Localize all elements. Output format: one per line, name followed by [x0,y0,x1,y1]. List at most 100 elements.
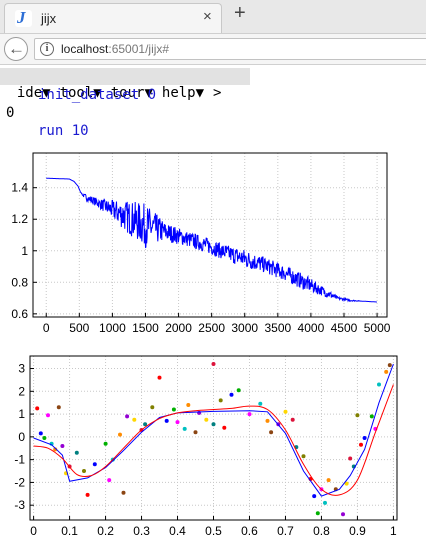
data-point [93,462,97,466]
fit-chart: 0 0.1 0.2 0.3 0.4 0.5 0.6 0.7 0.8 0.9 1 -3 -2 -1 0 1 2 3 [0,346,426,551]
x-tick-label: 0.6 [241,524,258,538]
y-tick-label: 0 [18,430,25,444]
data-point [86,493,90,497]
x-tick-label: 2000 [165,321,192,335]
j-logo-icon: J [15,10,32,27]
menu-more[interactable]: > [213,85,221,102]
x-tick-label: 0.3 [133,524,150,538]
data-point [363,436,367,440]
data-point [132,418,136,422]
command-line-2[interactable]: run 10 [38,123,89,139]
x-tick-label: 0.9 [349,524,366,538]
x-tick-label: 0.4 [169,524,186,538]
x-tick-label: 0.5 [205,524,222,538]
browser-tab-bar: J jijx × + [0,0,426,34]
browser-tab[interactable]: J jijx × [4,3,222,33]
x-tick-label: 0.8 [313,524,330,538]
data-point [46,413,50,417]
data-point [42,436,46,440]
back-arrow-icon: ← [8,38,25,60]
x-tick-label: 1 [390,524,397,538]
data-point [183,427,187,431]
new-tab-icon[interactable]: + [234,2,246,25]
y-tick-label: 1 [21,244,28,258]
data-point [212,362,216,366]
data-point [176,420,180,424]
url-input[interactable]: i localhost:65001/jijx# [34,38,426,60]
info-icon[interactable]: i [40,42,54,56]
data-point [219,398,223,402]
data-point [104,442,108,446]
url-host: localhost [61,42,108,56]
y-tick-label: 1.2 [11,212,28,226]
data-point [355,413,359,417]
y-tick-label: 0.6 [11,307,28,321]
x-tick-label: 2500 [198,321,225,335]
data-point [388,363,392,367]
x-tick-label: 0.1 [61,524,78,538]
data-point [107,478,111,482]
data-point [258,402,262,406]
y-tick-label: 1 [18,407,25,421]
data-point [327,478,331,482]
data-point [35,406,39,410]
menu-help[interactable]: help▼ [162,85,204,102]
menu-bar: ide▼ tool▼ tour▼ help▼ > [0,68,250,85]
data-point [230,393,234,397]
data-point [377,383,381,387]
data-point [341,512,345,516]
x-tick-label: 500 [69,321,89,335]
data-point [194,430,198,434]
y-tick-label: 2 [18,384,25,398]
tab-title: jijx [41,11,56,26]
data-point [150,405,154,409]
data-point [316,511,320,515]
x-tick-label: 0.7 [277,524,294,538]
data-point [222,426,226,430]
data-point [212,422,216,426]
data-point [125,414,129,418]
data-point [122,491,126,495]
data-point [118,433,122,437]
data-point [237,388,241,392]
data-point [291,418,295,422]
x-tick-label: 5000 [364,321,391,335]
plot-area [33,153,387,317]
data-point [269,430,273,434]
data-point [370,414,374,418]
x-tick-label: 3000 [231,321,258,335]
data-point [302,454,306,458]
data-point [39,431,43,435]
data-point [204,418,208,422]
y-tick-label: 1.4 [11,181,28,195]
y-tick-label: 0.8 [11,275,28,289]
y-tick-label: -3 [14,498,25,512]
address-bar: ← i localhost:65001/jijx# [0,34,426,65]
data-point [248,412,252,416]
output-line-1: 0 [6,105,14,121]
x-tick-label: 0 [30,524,37,538]
url-text: localhost:65001/jijx# [61,42,169,56]
data-point [284,410,288,414]
data-point [57,405,61,409]
x-tick-label: 4000 [298,321,325,335]
x-tick-label: 1000 [99,321,126,335]
data-point [266,419,270,423]
data-point [165,419,169,423]
data-point [312,494,316,498]
data-point [60,444,64,448]
data-point [158,376,162,380]
close-tab-icon[interactable]: × [203,8,212,25]
command-line-1[interactable]: init_dataset 0 [38,87,156,103]
data-point [359,443,363,447]
data-point [323,501,327,505]
x-tick-label: 4500 [331,321,358,335]
j-logo-letter: J [17,8,26,28]
back-button[interactable]: ← [4,37,28,61]
x-tick-label: 3500 [264,321,291,335]
data-point [75,451,79,455]
x-tick-label: 0.2 [97,524,114,538]
y-tick-label: -2 [14,475,25,489]
y-tick-label: -1 [14,453,25,467]
x-tick-label: 0 [43,321,50,335]
